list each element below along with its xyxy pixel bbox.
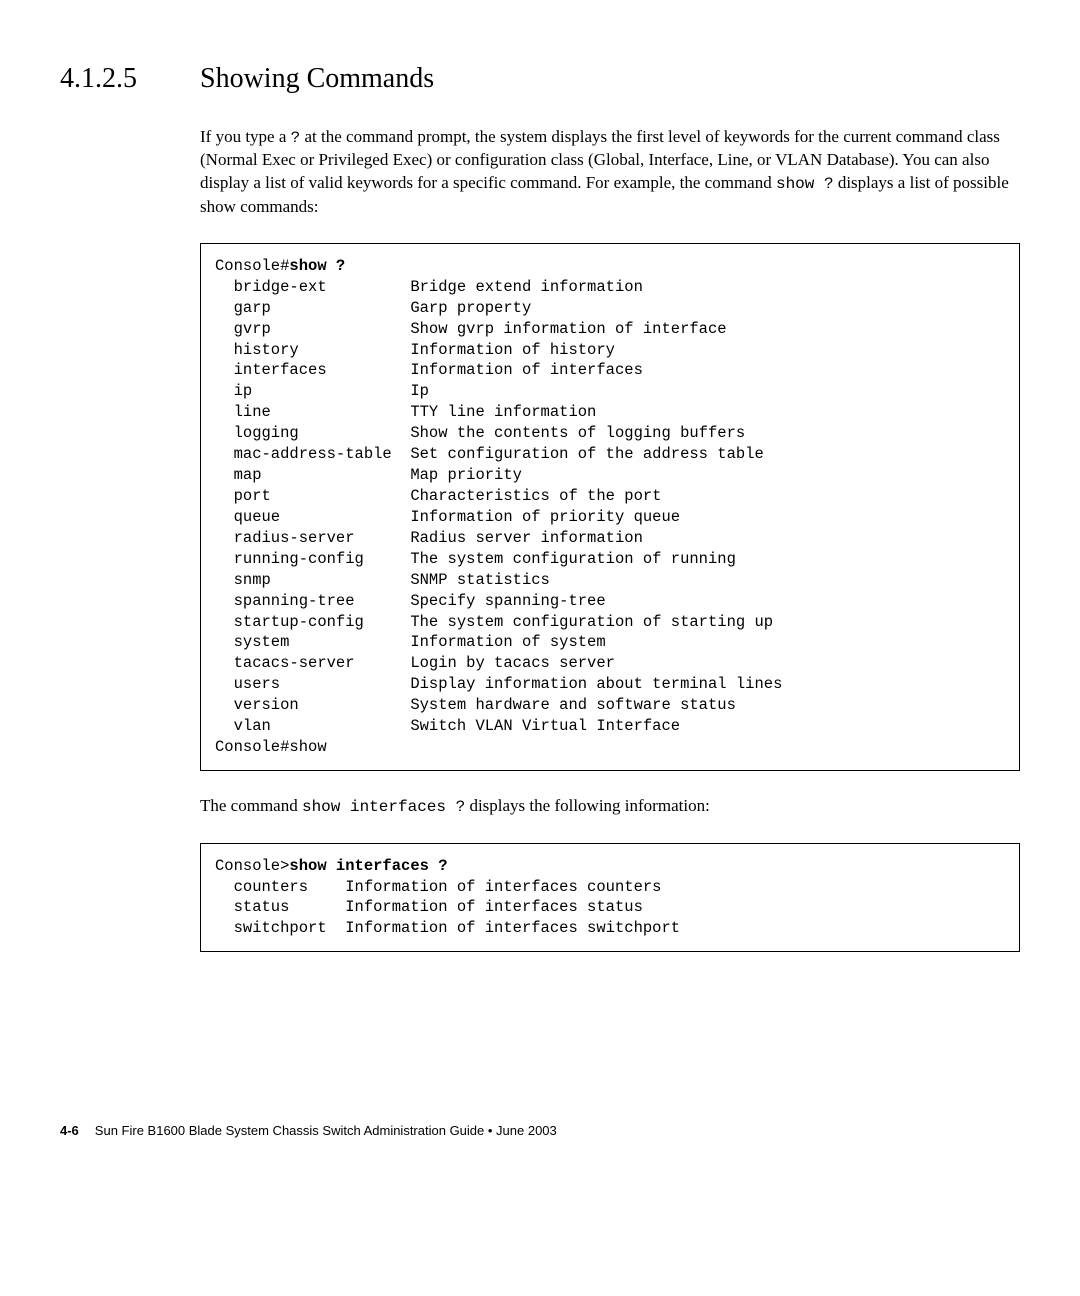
section-number: 4.1.2.5 [60, 60, 200, 98]
para1-mono-a: ? [291, 129, 301, 147]
page-number: 4-6 [60, 1123, 79, 1138]
paragraph-1: If you type a ? at the command prompt, t… [200, 126, 1020, 219]
code-block-show-interfaces: Console>show interfaces ? counters Infor… [200, 843, 1020, 953]
section-title: Showing Commands [200, 60, 434, 98]
code-block-show: Console#show ? bridge-ext Bridge extend … [200, 243, 1020, 771]
section-heading: 4.1.2.5 Showing Commands [60, 60, 1020, 98]
para1-mono-b: show ? [776, 175, 834, 193]
page-footer: 4-6 Sun Fire B1600 Blade System Chassis S… [60, 1122, 1020, 1140]
paragraph-2: The command show interfaces ? displays t… [200, 795, 1020, 819]
para2-text-a: The command [200, 796, 302, 815]
para2-mono-a: show interfaces ? [302, 798, 465, 816]
para2-text-b: displays the following information: [465, 796, 710, 815]
para1-text-a: If you type a [200, 127, 291, 146]
footer-text: Sun Fire B1600 Blade System Chassis Swit… [95, 1123, 557, 1138]
